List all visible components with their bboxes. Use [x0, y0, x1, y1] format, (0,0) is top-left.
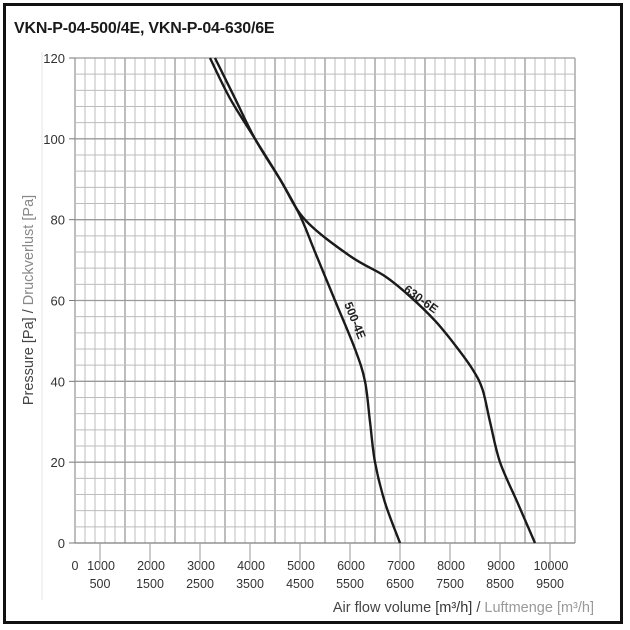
x-axis-label: Air flow volume [m³/h] / Luftmenge [m³/h…: [333, 600, 594, 616]
chart-title: VKN-P-04-500/4E, VKN-P-04-630/6E: [14, 20, 275, 37]
y-tick-label: 120: [43, 51, 65, 66]
x-tick-label: 1500: [136, 577, 164, 591]
y-axis-label-de: Druckverlust [Pa]: [21, 195, 37, 305]
axes: 0 20 40 60 80 100 120 0 1000 2000 3000 4000 5000 6000…: [41, 51, 575, 600]
y-tick-label: 20: [51, 455, 65, 470]
y-tick-label: 80: [51, 213, 65, 228]
x-axis-label-de: Luftmenge [m³/h]: [484, 600, 594, 616]
x-tick-label: 4500: [286, 577, 314, 591]
x-tick-label: 3500: [236, 577, 264, 591]
x-tick-label: 1000: [87, 559, 115, 573]
x-tick-label: 10000: [534, 559, 569, 573]
y-tick-label: 0: [58, 536, 65, 551]
x-tick-label: 9500: [536, 577, 564, 591]
x-tick-label: 0: [72, 559, 79, 573]
curves: [208, 57, 537, 544]
x-tick-label: 6500: [386, 577, 414, 591]
x-tick-label: 5500: [336, 577, 364, 591]
x-tick-label: 2500: [186, 577, 214, 591]
y-tick-label: 60: [51, 294, 65, 309]
x-tick-label: 6000: [337, 559, 365, 573]
x-tick-label: 8500: [486, 577, 514, 591]
grid-lines: [74, 57, 576, 544]
y-axis-label: Pressure [Pa] / Druckverlust [Pa]: [21, 195, 37, 405]
x-tick-label: 2000: [137, 559, 165, 573]
x-axis-label-en: Air flow volume: [333, 600, 435, 616]
y-tick-label: 40: [51, 374, 65, 389]
x-tick-label: 500: [90, 577, 111, 591]
y-tick-label: 100: [43, 132, 65, 147]
x-tick-label: 8000: [437, 559, 465, 573]
x-tick-label: 3000: [187, 559, 215, 573]
curve-630-6e: [213, 57, 537, 544]
x-tick-label: 7500: [436, 577, 464, 591]
x-tick-label: 7000: [387, 559, 415, 573]
x-tick-label: 4000: [237, 559, 265, 573]
x-tick-label: 9000: [487, 559, 515, 573]
x-tick-label: 5000: [287, 559, 315, 573]
y-axis-label-en: Pressure [Pa]: [21, 317, 37, 405]
